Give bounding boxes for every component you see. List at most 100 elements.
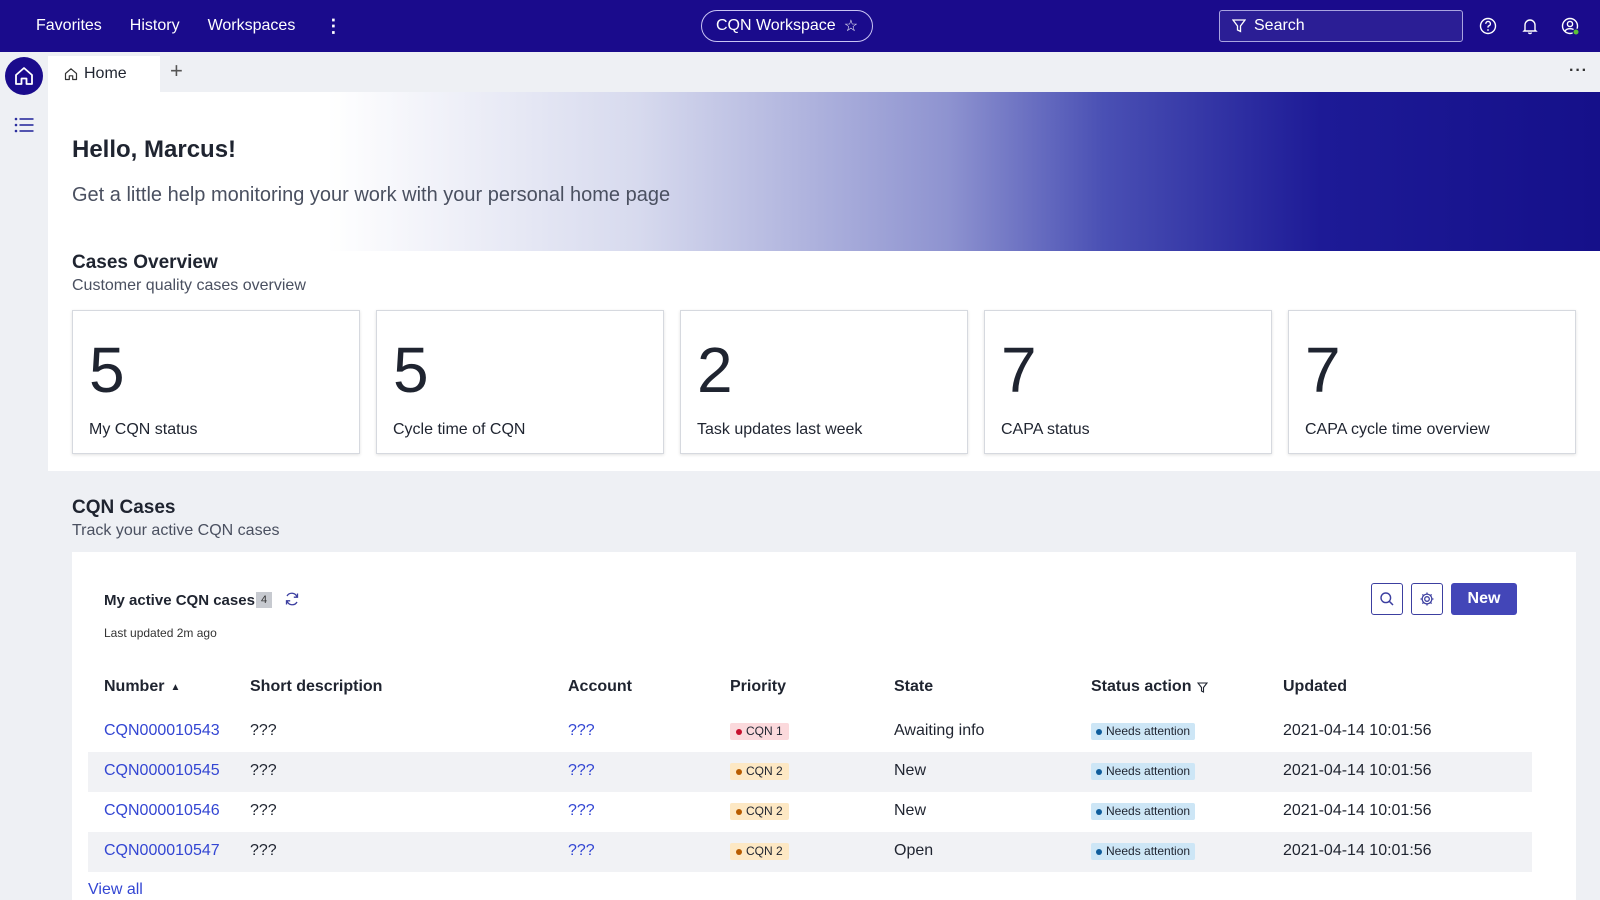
case-number-link[interactable]: CQN000010545 bbox=[104, 762, 220, 779]
sidebar-home-button[interactable] bbox=[5, 57, 43, 95]
filter-icon bbox=[1232, 19, 1246, 33]
priority-dot-icon bbox=[736, 808, 742, 815]
card-label: My CQN status bbox=[89, 421, 198, 438]
bell-icon[interactable] bbox=[1520, 16, 1540, 36]
greeting-title: Hello, Marcus! bbox=[72, 136, 237, 163]
col-number-label: Number bbox=[104, 678, 165, 695]
status-label: Needs attention bbox=[1106, 804, 1191, 818]
short-description: ??? bbox=[250, 842, 277, 859]
last-updated: Last updated 2m ago bbox=[104, 626, 217, 640]
priority-badge: CQN 2 bbox=[730, 843, 789, 860]
tab-bar: Home + ··· bbox=[48, 52, 1600, 92]
col-priority[interactable]: Priority bbox=[730, 678, 787, 695]
state: Open bbox=[894, 842, 934, 859]
updated-timestamp: 2021-04-14 10:01:56 bbox=[1283, 842, 1432, 859]
overview-title: Cases Overview bbox=[72, 252, 218, 273]
cases-subtitle: Track your active CQN cases bbox=[72, 522, 280, 539]
nav-more-icon[interactable]: ⋮ bbox=[324, 16, 343, 36]
global-search-input[interactable]: Search bbox=[1219, 10, 1463, 42]
status-label: Needs attention bbox=[1106, 764, 1191, 778]
updated-timestamp: 2021-04-14 10:01:56 bbox=[1283, 762, 1432, 779]
card-value: 7 bbox=[1001, 334, 1037, 406]
card-cycle-time-of-cqn[interactable]: 5 Cycle time of CQN bbox=[376, 310, 664, 454]
case-number-link[interactable]: CQN000010547 bbox=[104, 842, 220, 859]
status-badge: Needs attention bbox=[1091, 763, 1196, 780]
col-updated[interactable]: Updated bbox=[1283, 678, 1347, 695]
sidebar bbox=[0, 52, 48, 900]
refresh-icon[interactable] bbox=[284, 591, 300, 607]
card-label: CAPA cycle time overview bbox=[1305, 421, 1490, 438]
col-account[interactable]: Account bbox=[568, 678, 632, 695]
account-link[interactable]: ??? bbox=[568, 842, 595, 859]
status-label: Needs attention bbox=[1106, 844, 1191, 858]
priority-dot-icon bbox=[736, 768, 742, 775]
status-badge: Needs attention bbox=[1091, 723, 1196, 740]
priority-label: CQN 1 bbox=[746, 724, 783, 738]
short-description: ??? bbox=[250, 802, 277, 819]
nav-links: Favorites History Workspaces ⋮ bbox=[36, 0, 343, 52]
priority-badge: CQN 2 bbox=[730, 763, 789, 780]
card-value: 5 bbox=[89, 334, 125, 406]
status-dot-icon bbox=[1096, 808, 1102, 815]
card-capa-cycle-time[interactable]: 7 CAPA cycle time overview bbox=[1288, 310, 1576, 454]
priority-badge: CQN 2 bbox=[730, 803, 789, 820]
table-row[interactable]: CQN000010547?????? CQN 2 Open Needs attenti… bbox=[88, 832, 1532, 872]
status-badge: Needs attention bbox=[1091, 803, 1196, 820]
state: New bbox=[894, 762, 927, 779]
short-description: ??? bbox=[250, 722, 277, 739]
card-my-cqn-status[interactable]: 5 My CQN status bbox=[72, 310, 360, 454]
account-link[interactable]: ??? bbox=[568, 722, 595, 739]
status-label: Needs attention bbox=[1106, 724, 1191, 738]
card-label: CAPA status bbox=[1001, 421, 1090, 438]
view-all-link[interactable]: View all bbox=[88, 881, 143, 898]
col-number[interactable]: Number ▲ bbox=[104, 678, 180, 696]
cases-title: CQN Cases bbox=[72, 497, 176, 518]
home-icon bbox=[15, 67, 33, 85]
case-number-link[interactable]: CQN000010543 bbox=[104, 722, 220, 739]
list-settings-button[interactable] bbox=[1411, 583, 1443, 615]
status-dot-icon bbox=[1096, 848, 1102, 855]
table-row[interactable]: CQN000010546?????? CQN 2 New Needs attentio… bbox=[88, 792, 1532, 832]
card-label: Task updates last week bbox=[697, 421, 863, 438]
status-dot-icon bbox=[1096, 728, 1102, 735]
list-icon[interactable] bbox=[14, 117, 34, 133]
help-icon[interactable] bbox=[1478, 16, 1498, 36]
star-icon[interactable]: ☆ bbox=[843, 18, 859, 35]
list-title: My active CQN cases bbox=[104, 592, 255, 609]
search-list-button[interactable] bbox=[1371, 583, 1403, 615]
overview-cards: 5 My CQN status 5 Cycle time of CQN 2 Ta… bbox=[72, 310, 1576, 454]
hero-banner: Hello, Marcus! Get a little help monitor… bbox=[48, 92, 1600, 251]
account-link[interactable]: ??? bbox=[568, 802, 595, 819]
nav-history[interactable]: History bbox=[129, 17, 180, 34]
table-row[interactable]: CQN000010545?????? CQN 2 New Needs attentio… bbox=[88, 752, 1532, 792]
priority-dot-icon bbox=[736, 728, 742, 735]
case-number-link[interactable]: CQN000010546 bbox=[104, 802, 220, 819]
workspace-pill[interactable]: CQN Workspace ☆ bbox=[701, 10, 873, 42]
card-task-updates[interactable]: 2 Task updates last week bbox=[680, 310, 968, 454]
nav-favorites[interactable]: Favorites bbox=[36, 17, 102, 34]
col-short-description[interactable]: Short description bbox=[250, 678, 383, 695]
updated-timestamp: 2021-04-14 10:01:56 bbox=[1283, 802, 1432, 819]
card-value: 7 bbox=[1305, 334, 1341, 406]
priority-label: CQN 2 bbox=[746, 844, 783, 858]
count-badge: 4 bbox=[256, 592, 272, 608]
table-header: Number ▲ Short description Account Priori… bbox=[88, 672, 1532, 704]
add-tab-icon[interactable]: + bbox=[170, 58, 183, 83]
new-case-button[interactable]: New bbox=[1451, 583, 1517, 615]
updated-timestamp: 2021-04-14 10:01:56 bbox=[1283, 722, 1432, 739]
nav-workspaces[interactable]: Workspaces bbox=[207, 17, 296, 34]
card-value: 2 bbox=[697, 334, 733, 406]
col-status-action[interactable]: Status action bbox=[1091, 678, 1209, 696]
cases-list-panel: My active CQN cases 4 Last updated 2m ag… bbox=[72, 552, 1576, 900]
table-row[interactable]: CQN000010543?????? CQN 1 Awaiting info Need… bbox=[88, 712, 1532, 752]
workspace-name: CQN Workspace bbox=[715, 17, 836, 34]
col-state[interactable]: State bbox=[894, 678, 934, 695]
filter-icon[interactable] bbox=[1197, 681, 1209, 693]
account-link[interactable]: ??? bbox=[568, 762, 595, 779]
more-options-icon[interactable]: ··· bbox=[1569, 62, 1588, 79]
card-capa-status[interactable]: 7 CAPA status bbox=[984, 310, 1272, 454]
col-status-action-label: Status action bbox=[1091, 678, 1192, 695]
tab-home[interactable]: Home bbox=[48, 56, 160, 92]
main-content: Hello, Marcus! Get a little help monitor… bbox=[48, 92, 1600, 900]
profile-icon[interactable] bbox=[1560, 16, 1580, 36]
